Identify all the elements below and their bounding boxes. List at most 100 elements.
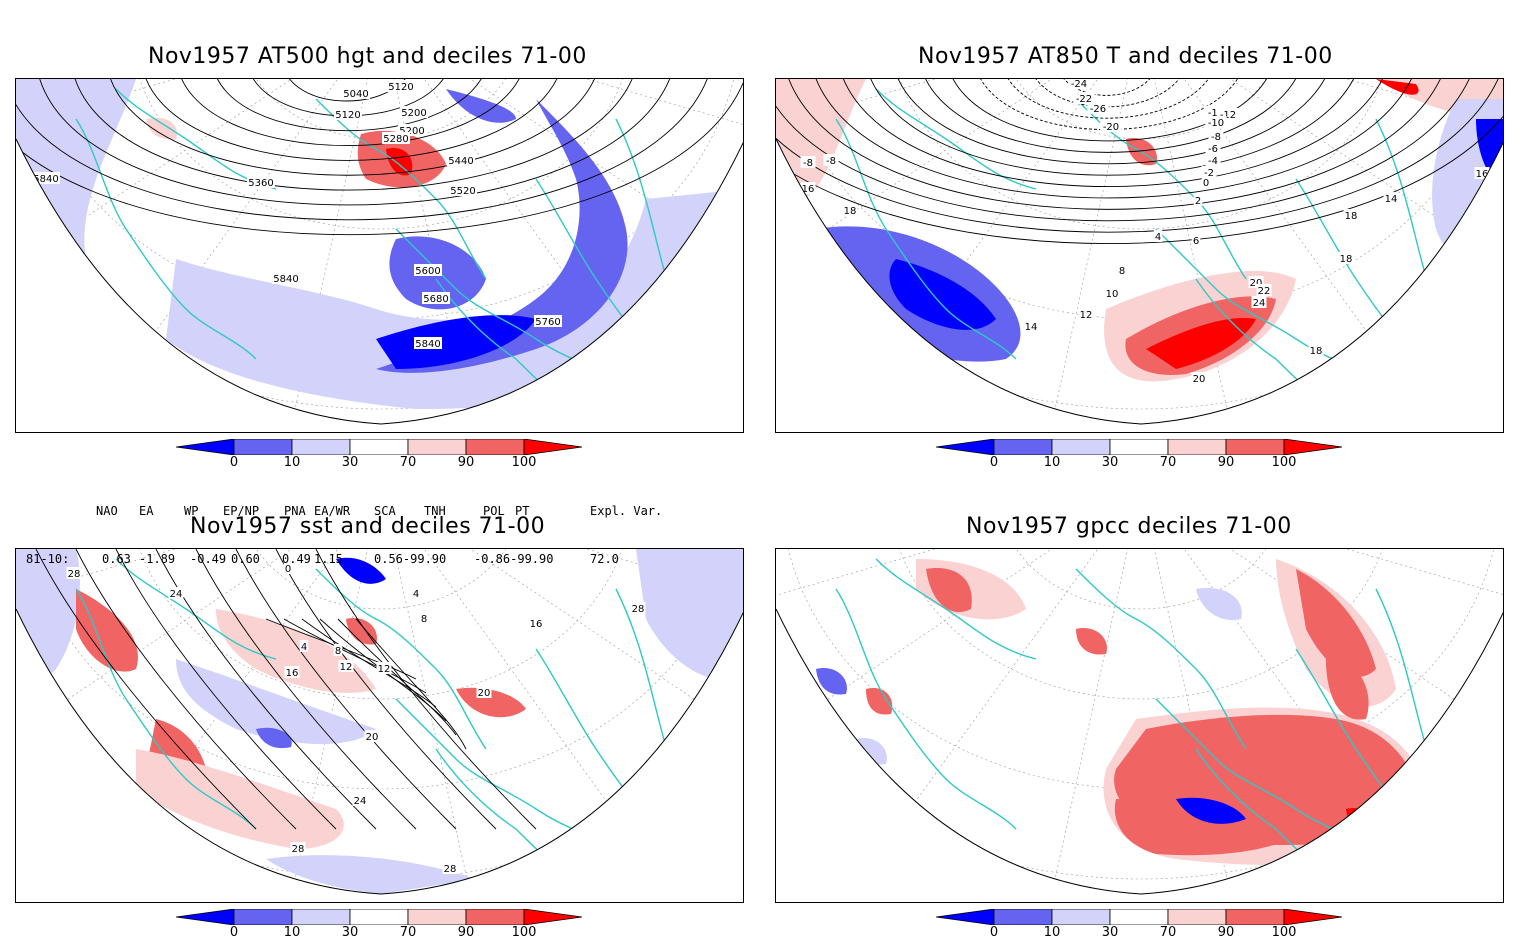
index-header: WP [184, 504, 199, 518]
map-panel-z500: 5040 5120 5120 5200 5200 5280 5360 5440 5520 5600… [15, 78, 744, 433]
contour-label: 20 [1193, 374, 1206, 385]
index-header: SCA [374, 504, 396, 518]
contour-line [776, 79, 1499, 233]
contour-label-bg [800, 182, 816, 194]
contour-line [235, 549, 457, 830]
longitude-gridline [16, 549, 293, 735]
colorbar-swatches [936, 439, 1343, 455]
decile-shading [456, 687, 526, 718]
contour-label: 20 [366, 732, 379, 743]
contour-label: 5760 [535, 317, 560, 328]
colorbar-tick-label: 30 [1101, 455, 1119, 470]
contour-line [843, 79, 1383, 187]
contour-line [75, 549, 297, 830]
colorbar-tick-label: 30 [341, 455, 359, 470]
map-boundary [776, 138, 1503, 425]
decile-shading [636, 549, 743, 681]
map-boundary [776, 608, 1503, 895]
contour-label-bg [1100, 120, 1122, 132]
contour-label: 10 [1106, 289, 1119, 300]
colorbar-segment [1283, 909, 1343, 925]
latitude-gridline [788, 549, 1494, 790]
contour-label: 6 [1193, 236, 1199, 247]
contour-label: 22 [1258, 286, 1271, 297]
contour-label: -26 [1090, 104, 1106, 115]
contour-line [35, 549, 257, 830]
map-boundary [16, 608, 743, 895]
colorbar-segment [349, 909, 409, 925]
contour-label: 28 [444, 864, 457, 875]
contour-label: 24 [170, 589, 183, 600]
contour-label: 24 [1253, 298, 1266, 309]
coastline [75, 588, 257, 830]
colorbar-segment [465, 909, 525, 925]
contour-label: 5120 [388, 82, 413, 93]
colorbar-segment [1167, 909, 1227, 925]
longitude-gridline [423, 79, 680, 432]
contour-label-bg [1117, 264, 1127, 276]
colorbar-segment [349, 439, 409, 455]
contour-label-bg [419, 612, 429, 624]
contour-line [217, 79, 482, 132]
colorbar-tick-label: 70 [399, 925, 417, 940]
contour-line [265, 618, 417, 680]
decile-shading [76, 589, 138, 672]
index-header: EA [139, 504, 154, 518]
longitude-gridline [423, 549, 680, 902]
longitude-gridline [776, 549, 1053, 735]
contour-label: 14 [1025, 322, 1038, 333]
index-header: PNA [284, 504, 306, 518]
longitude-gridline [469, 79, 743, 263]
index-value: 1.15 [314, 552, 343, 566]
longitude-gridline [469, 549, 743, 733]
decile-shading [1376, 79, 1419, 95]
contour-label-bg [422, 292, 450, 304]
contour-label: -10 [1208, 118, 1224, 129]
contour-label-bg [1208, 130, 1224, 142]
longitude-gridline [842, 549, 1099, 902]
contour-label: 18 [844, 206, 857, 217]
index-header: PT [515, 504, 530, 518]
contour-label: -2 [1204, 168, 1214, 179]
contour-label-bg [1383, 192, 1399, 204]
index-header: TNH [424, 504, 446, 518]
contour-label: -22 [1076, 94, 1092, 105]
contour-label: -20 [1103, 122, 1119, 133]
coastline [835, 118, 1017, 360]
colorbar-tick-label: 10 [1043, 925, 1061, 940]
index-value: 0.60 [231, 552, 260, 566]
contour-label: 12 [340, 662, 353, 673]
decile-shading [1296, 569, 1376, 677]
colorbar-tick-label: 70 [1159, 925, 1177, 940]
longitude-gridline [1183, 79, 1440, 432]
colorbar-swatches [176, 439, 583, 455]
contour-label-bg [1201, 176, 1211, 188]
contour-label: 16 [286, 668, 299, 679]
contour-label: 8 [421, 614, 427, 625]
contour-label: 5040 [343, 89, 368, 100]
contour-label-bg [387, 80, 415, 92]
longitude-gridline [842, 79, 1099, 432]
decile-shading [926, 568, 972, 613]
index-header: EP/NP [223, 504, 260, 518]
decile-shading [1325, 649, 1369, 720]
contour-label-bg [476, 686, 492, 698]
contour-line [776, 115, 1503, 244]
colorbar-segment [407, 439, 467, 455]
contour-label: 5680 [423, 294, 448, 305]
contour-label: 5520 [450, 186, 475, 197]
contour-label: -14 [1208, 108, 1224, 119]
colorbar-segment [407, 909, 467, 925]
colorbar-segment [993, 909, 1053, 925]
coastline [315, 568, 487, 750]
coastline [315, 98, 487, 280]
colorbar-segment [1051, 439, 1111, 455]
contour-line [115, 549, 337, 830]
colorbar-segment [1225, 439, 1285, 455]
contour-line [275, 549, 497, 830]
contour-label-bg [338, 660, 354, 672]
colorbar-tick-label: 0 [989, 925, 999, 940]
contour-label-bg [630, 602, 646, 614]
contour-label-bg [299, 640, 309, 652]
contour-label-bg [283, 562, 293, 574]
